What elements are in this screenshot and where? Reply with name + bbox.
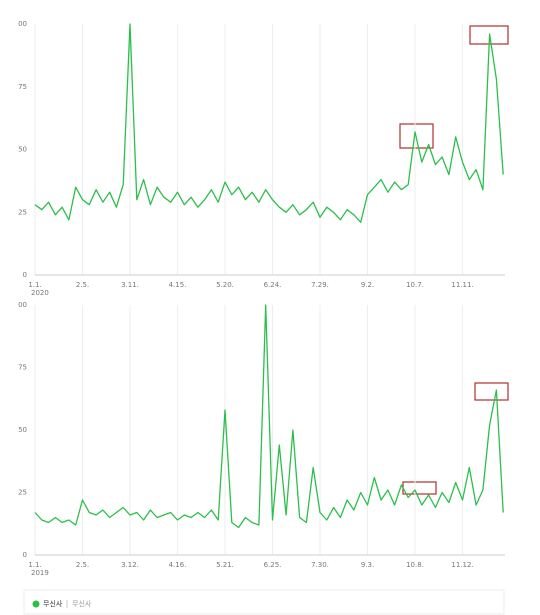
x-tick-label: 10.8. [406,561,424,569]
x-tick-label: 5.21. [216,561,234,569]
x-tick-label: 2.5. [76,561,89,569]
trend-line [34,304,504,529]
x-tick-label: 11.11. [451,281,473,289]
y-tick-label: 50 [18,146,27,154]
x-tick-label: 3.12. [121,561,139,569]
x-tick-label: 7.30. [311,561,329,569]
year-label: 2020 [31,289,49,297]
y-tick-label: 50 [18,426,27,434]
x-tick-label: 11.12. [451,561,473,569]
highlight-box [399,123,434,149]
legend-label[interactable]: 무신사 [72,599,92,608]
y-tick-label: 0 [23,551,27,559]
y-tick-label: 00 [18,20,27,28]
x-tick-label: 1.1. [28,561,41,569]
x-tick-label: 9.2. [361,281,374,289]
y-tick-label: 00 [18,301,27,309]
x-tick-label: 3.11. [121,281,139,289]
x-tick-label: 6.25. [264,561,282,569]
trend-line [34,23,504,223]
x-tick-label: 4.15. [169,281,187,289]
y-tick-label: 75 [18,364,27,372]
y-tick-label: 75 [18,83,27,91]
y-tick-label: 25 [18,489,27,497]
x-tick-label: 9.3. [361,561,374,569]
y-tick-label: 0 [23,271,27,279]
year-label: 2019 [31,569,49,577]
legend-label[interactable]: 무신사 [43,599,63,608]
x-tick-label: 2.5. [76,281,89,289]
x-tick-label: 7.29. [311,281,329,289]
x-tick-label: 6.24. [264,281,282,289]
x-tick-label: 5.20. [216,281,234,289]
legend-box [23,589,505,615]
y-tick-label: 25 [18,208,27,216]
legend-dot [32,600,40,608]
highlight-box [474,382,509,401]
x-tick-label: 4.16. [169,561,187,569]
x-tick-label: 10.7. [406,281,424,289]
x-tick-label: 1.1. [28,281,41,289]
